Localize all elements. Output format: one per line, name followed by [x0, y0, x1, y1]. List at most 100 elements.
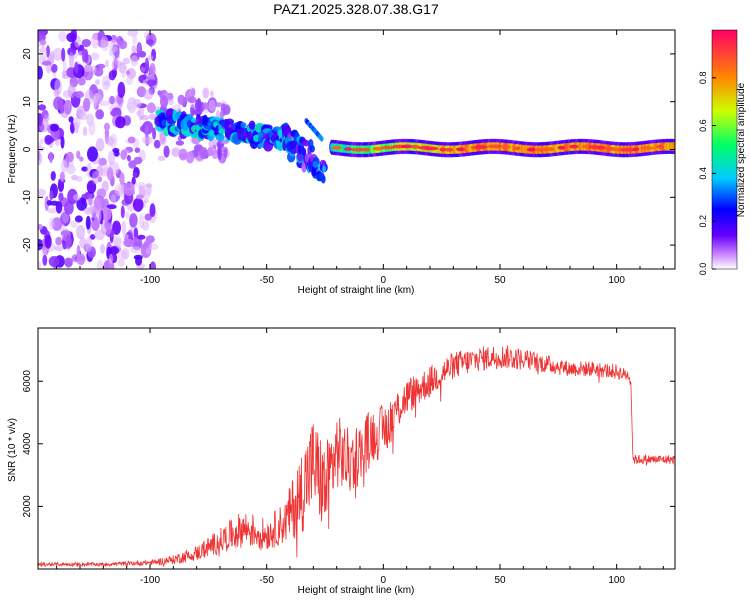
noise-blob [127, 30, 139, 37]
noise-blob [85, 198, 95, 206]
noise-blob [123, 238, 135, 248]
noise-blob [144, 213, 152, 221]
noise-blob [38, 104, 47, 111]
snr-x-tick-label: 50 [494, 575, 506, 586]
noise-blob [117, 258, 125, 267]
diffuse-blob [153, 139, 161, 149]
noise-blob [148, 113, 157, 120]
carrier-peak [410, 144, 420, 149]
noise-blob [117, 81, 126, 98]
carrier-peak [526, 147, 536, 152]
noise-blob [85, 207, 92, 215]
dispersed-blob [302, 147, 307, 156]
noise-blob [141, 220, 150, 232]
spectrogram-y-ticks: 20 10 0 -10 -20 [22, 48, 675, 252]
snr-series-line [38, 345, 675, 568]
noise-blob [55, 236, 63, 246]
noise-blob [76, 197, 88, 211]
noise-blob [51, 217, 63, 231]
noise-blob [76, 175, 83, 183]
diffuse-blob [175, 140, 185, 146]
noise-blob [87, 146, 98, 162]
noise-blob [131, 176, 136, 185]
noise-blob [95, 138, 105, 152]
diffuse-blob [193, 109, 203, 116]
noise-blob [82, 126, 88, 137]
noise-blob [86, 180, 97, 194]
snr-x-tick-label: -50 [259, 575, 274, 586]
snr-y-tick-label: 6000 [22, 370, 33, 393]
noise-blob [98, 157, 107, 166]
diffuse-blob [209, 90, 214, 97]
dispersed-blob [312, 161, 318, 168]
colorbar-tick-label: 0.4 [698, 167, 708, 180]
noise-blob [119, 172, 125, 185]
noise-blob [85, 215, 91, 230]
noise-blob [100, 36, 109, 52]
noise-blob [55, 200, 63, 214]
noise-blob [67, 188, 78, 205]
noise-blob [70, 30, 77, 42]
noise-blob [107, 150, 116, 165]
noise-blob [132, 34, 138, 45]
diffuse-blob [194, 99, 202, 112]
noise-blob [126, 102, 134, 110]
noise-blob [38, 141, 42, 148]
diffuse-blob [199, 147, 208, 160]
noise-blob [135, 194, 144, 200]
noise-blob [132, 99, 142, 109]
noise-blob [68, 116, 74, 123]
dispersed-blob [309, 145, 315, 153]
noise-blob [121, 247, 130, 260]
colorbar: 0.0 0.2 0.4 0.6 0.8 Normalized spectral ampl… [698, 29, 747, 275]
dispersed-blob [302, 140, 311, 147]
noise-blob [110, 110, 119, 117]
noise-blob [149, 203, 156, 217]
dispersed-blob [321, 160, 327, 167]
noise-blob [149, 62, 156, 77]
tone-blob [225, 118, 235, 126]
colorbar-tick-label: 0.8 [698, 72, 708, 85]
noise-blob [74, 90, 85, 99]
diffuse-blob [187, 96, 197, 104]
noise-blob [47, 207, 58, 214]
noise-blob [109, 39, 118, 53]
diffuse-blob [208, 100, 216, 112]
carrier-peak [343, 147, 353, 151]
snr-x-tick-label: 100 [608, 575, 625, 586]
noise-blob [44, 114, 50, 122]
noise-blob [50, 63, 58, 73]
diffuse-blob [182, 102, 187, 108]
noise-blob [108, 70, 116, 81]
snr-panel: -100 -50 0 50 100 2000 4000 6000 Height of str… [7, 327, 676, 596]
carrier-peak [362, 147, 371, 152]
colorbar-ticks: 0.0 0.2 0.4 0.6 0.8 [698, 72, 716, 275]
noise-blob [108, 253, 114, 264]
snr-x-axis-label: Height of straight line (km) [298, 585, 415, 596]
noise-blob [38, 112, 43, 127]
noise-blob [113, 238, 122, 250]
noise-blob [38, 65, 43, 80]
diffuse-blob [207, 146, 214, 157]
noise-blob [38, 145, 46, 152]
noise-blob [106, 204, 117, 210]
carrier-peak [487, 144, 504, 149]
noise-blob [103, 80, 110, 87]
spectrogram-x-tick-label: 0 [381, 275, 387, 286]
noise-blob [123, 182, 135, 196]
noise-blob [96, 259, 104, 269]
diffuse-blob [177, 94, 186, 105]
noise-blob [61, 70, 67, 77]
spectrogram-x-tick-label: 50 [494, 275, 506, 286]
noise-blob [97, 176, 103, 183]
noise-blob [67, 47, 76, 56]
noise-blob [99, 100, 111, 107]
noise-blob [52, 47, 64, 61]
noise-blob [136, 42, 143, 57]
carrier-peak [439, 147, 447, 152]
carrier-peak [619, 147, 636, 152]
carrier-peak [455, 147, 465, 152]
noise-blob [111, 59, 119, 71]
noise-blob [91, 33, 99, 49]
